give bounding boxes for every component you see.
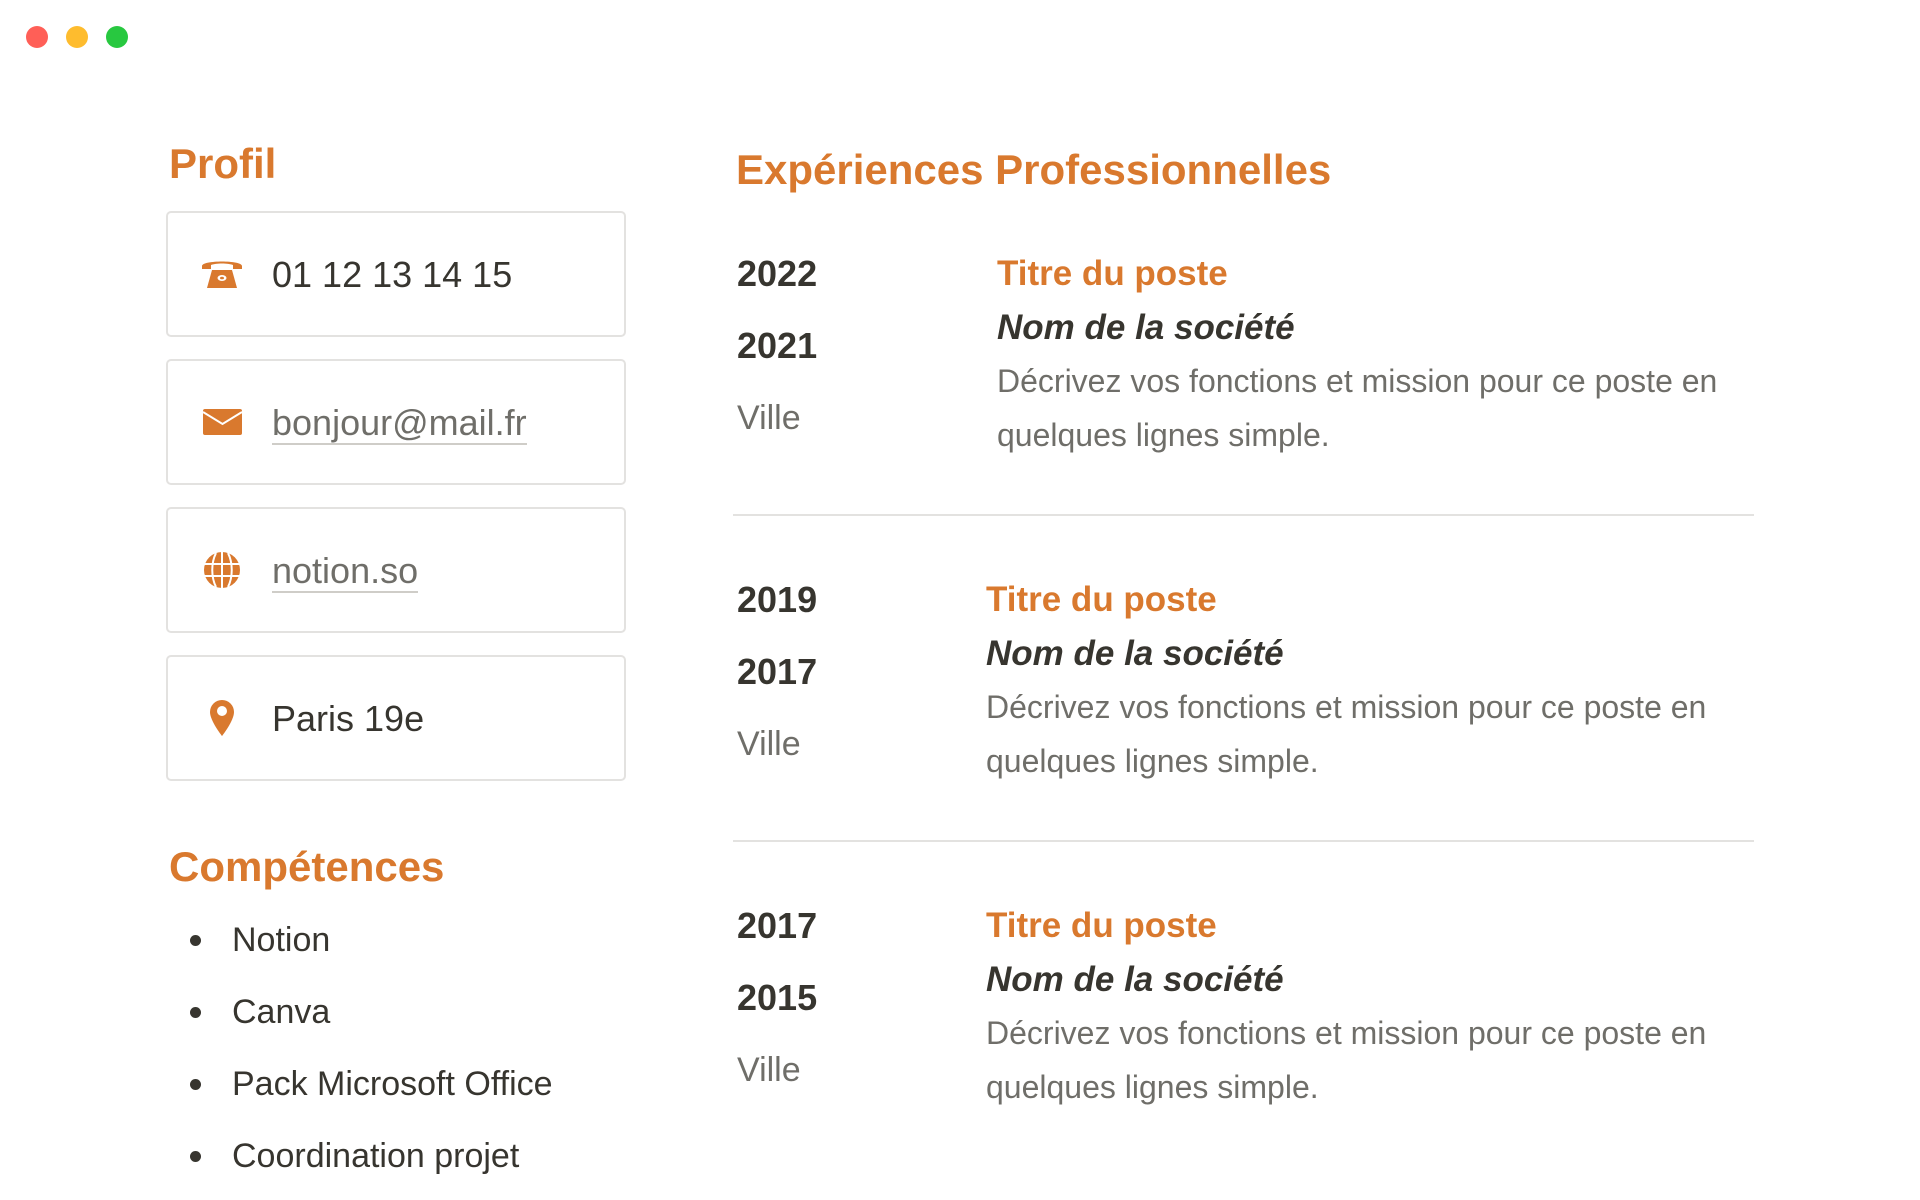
divider [733,514,1754,516]
website-card: notion.so [166,507,626,633]
skill-label: Notion [232,921,331,959]
skill-label: Coordination projet [232,1137,520,1175]
job-entry: Titre du poste Nom de la société Décrive… [997,254,1777,462]
bullet [190,935,201,946]
job-description: Décrivez vos fonctions et mission pour c… [986,689,1707,779]
job-company: Nom de la société [986,960,1284,999]
experience-heading: Expériences Professionnelles [736,146,1332,193]
window-maximize-button[interactable] [106,26,128,48]
website-link[interactable]: notion.so [272,550,419,593]
bullet [190,1079,201,1090]
location-pin-icon [210,700,234,736]
job-start-year: 2015 [737,977,818,1018]
job-description: Décrivez vos fonctions et mission pour c… [997,363,1718,453]
mail-icon [202,409,243,435]
job-entry: Titre du poste Nom de la société Décrive… [986,906,1766,1114]
email-card: bonjour@mail.fr [166,359,626,485]
window-close-button[interactable] [26,26,48,48]
job-entry: Titre du poste Nom de la société Décrive… [986,580,1766,788]
profile-heading: Profil [169,140,277,187]
divider [733,840,1754,842]
job-title: Titre du poste [997,254,1228,293]
job-start-year: 2017 [737,651,818,692]
job-end-year: 2019 [737,579,818,620]
bullet [190,1151,201,1162]
window-minimize-button[interactable] [66,26,88,48]
phone-card: 01 12 13 14 15 [166,211,626,337]
job-city: Ville [737,1051,801,1089]
job-city: Ville [737,399,801,437]
job-company: Nom de la société [997,308,1295,347]
location-text: Paris 19e [272,698,425,739]
phone-number: 01 12 13 14 15 [272,254,513,295]
job-company: Nom de la société [986,634,1284,673]
job-end-year: 2017 [737,905,818,946]
skill-label: Pack Microsoft Office [232,1065,553,1103]
skill-label: Canva [232,993,331,1031]
job-description: Décrivez vos fonctions et mission pour c… [986,1015,1707,1105]
job-title: Titre du poste [986,906,1217,945]
job-end-year: 2022 [737,253,818,294]
job-start-year: 2021 [737,325,818,366]
job-city: Ville [737,725,801,763]
location-card: Paris 19e [166,655,626,781]
bullet [190,1007,201,1018]
phone-icon [202,261,242,288]
globe-icon [204,552,240,588]
email-link[interactable]: bonjour@mail.fr [272,402,527,445]
job-title: Titre du poste [986,580,1217,619]
skills-heading: Compétences [169,843,445,890]
